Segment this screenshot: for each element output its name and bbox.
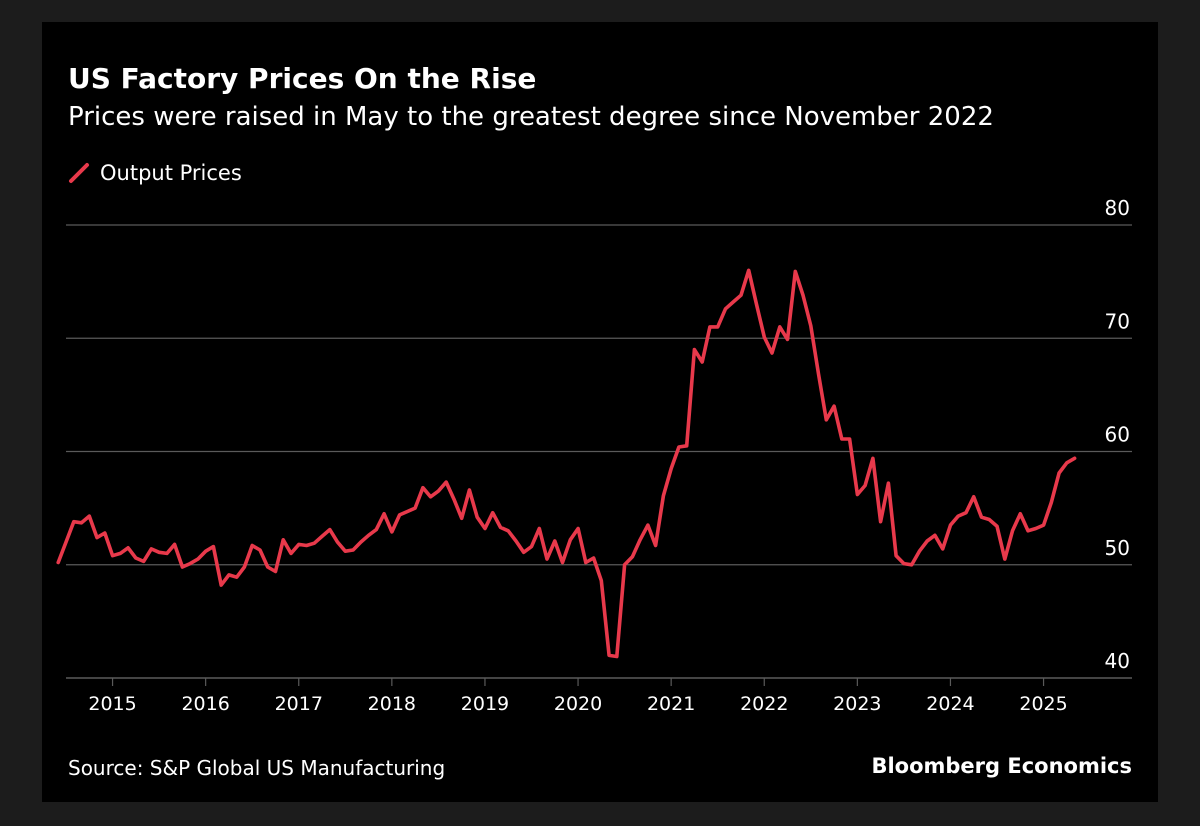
x-tick-label-2022: 2022 xyxy=(740,693,788,715)
x-tick-label-2023: 2023 xyxy=(833,693,881,715)
chart-title: US Factory Prices On the Rise xyxy=(68,62,537,95)
grid-lines xyxy=(66,224,1132,679)
y-tick-label-80: 80 xyxy=(1105,196,1130,220)
brand-logo-text: Bloomberg Economics xyxy=(871,754,1132,778)
chart-frame: US Factory Prices On the Rise Prices wer… xyxy=(42,22,1158,802)
y-tick-label-50: 50 xyxy=(1105,536,1130,560)
chart-subtitle: Prices were raised in May to the greates… xyxy=(68,102,994,132)
y-tick-label-70: 70 xyxy=(1105,309,1130,333)
x-tick-label-2016: 2016 xyxy=(181,693,229,715)
y-axis-ticks: 40 50 60 70 80 xyxy=(1105,196,1130,673)
y-tick-label-40: 40 xyxy=(1105,649,1130,673)
series-line-output-prices xyxy=(56,268,1077,659)
legend-label-output-prices: Output Prices xyxy=(100,161,242,185)
x-tick-label-2025: 2025 xyxy=(1019,693,1067,715)
x-tick-label-2018: 2018 xyxy=(368,693,416,715)
x-tick-label-2019: 2019 xyxy=(461,693,509,715)
x-axis-ticks: 2015 2016 2017 2018 2019 2020 2021 2022 2023 2024… xyxy=(88,678,1068,715)
x-tick-label-2017: 2017 xyxy=(275,693,323,715)
legend-swatch-output-prices xyxy=(69,163,89,183)
x-tick-label-2015: 2015 xyxy=(88,693,136,715)
x-tick-label-2020: 2020 xyxy=(554,693,602,715)
y-tick-label-60: 60 xyxy=(1105,423,1130,447)
source-note: Source: S&P Global US Manufacturing xyxy=(68,756,446,780)
x-tick-label-2021: 2021 xyxy=(647,693,695,715)
legend: Output Prices xyxy=(68,158,242,188)
series-layer xyxy=(56,268,1077,659)
x-tick-label-2024: 2024 xyxy=(926,693,974,715)
